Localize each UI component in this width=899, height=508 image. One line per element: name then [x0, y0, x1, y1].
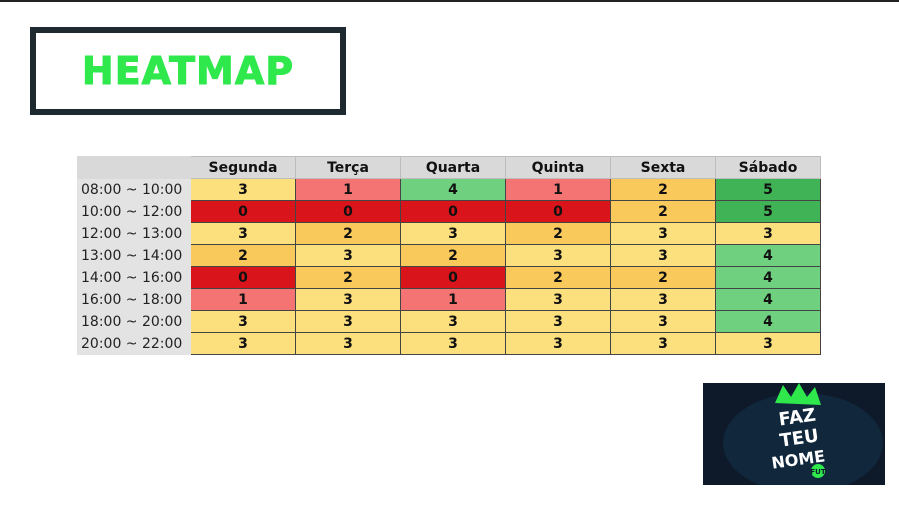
top-divider: [0, 0, 899, 2]
heatmap-cell: 1: [295, 178, 401, 201]
heatmap-cell: 3: [400, 222, 506, 245]
heatmap-cell: 3: [505, 332, 611, 355]
time-slot-label: 18:00 ~ 20:00: [77, 310, 191, 333]
time-slot-label: 16:00 ~ 18:00: [77, 288, 191, 311]
logo-badge: [811, 464, 825, 478]
column-header: Sexta: [610, 156, 716, 179]
heatmap-cell: 3: [190, 178, 296, 201]
logo-graphic: FAZ TEU NOME FUT: [703, 383, 885, 485]
heatmap-row: 08:00 ~ 10:00 3 1 4 1 2 5: [77, 178, 821, 201]
heatmap-cell: 4: [400, 178, 506, 201]
heatmap-cell: 4: [715, 266, 821, 289]
heatmap-cell: 3: [295, 332, 401, 355]
heatmap-cell: 2: [295, 222, 401, 245]
heatmap-cell: 1: [505, 178, 611, 201]
heatmap-cell: 3: [295, 288, 401, 311]
heatmap-cell: 0: [400, 266, 506, 289]
heatmap-cell: 3: [295, 310, 401, 333]
heatmap-cell: 3: [715, 222, 821, 245]
heatmap: Segunda Terça Quarta Quinta Sexta Sábado…: [77, 156, 821, 355]
heatmap-cell: 0: [400, 200, 506, 223]
heatmap-cell: 5: [715, 200, 821, 223]
heatmap-cell: 0: [505, 200, 611, 223]
heatmap-cell: 1: [400, 288, 506, 311]
time-slot-label: 20:00 ~ 22:00: [77, 332, 191, 355]
heatmap-cell: 2: [295, 266, 401, 289]
logo-word: FAZ: [777, 405, 817, 431]
heatmap-cell: 3: [610, 288, 716, 311]
column-header: Quinta: [505, 156, 611, 179]
heatmap-cell: 1: [190, 288, 296, 311]
heatmap-row: 10:00 ~ 12:00 0 0 0 0 2 5: [77, 200, 821, 223]
heatmap-cell: 2: [610, 178, 716, 201]
heatmap-cell: 3: [610, 244, 716, 267]
heatmap-table: Segunda Terça Quarta Quinta Sexta Sábado…: [77, 156, 821, 355]
heatmap-cell: 3: [610, 222, 716, 245]
heatmap-cell: 0: [190, 266, 296, 289]
heatmap-cell: 3: [190, 332, 296, 355]
heatmap-corner: [77, 156, 191, 179]
time-slot-label: 08:00 ~ 10:00: [77, 178, 191, 201]
heatmap-cell: 2: [610, 200, 716, 223]
heatmap-cell: 3: [400, 310, 506, 333]
heatmap-cell: 3: [505, 288, 611, 311]
heatmap-cell: 0: [190, 200, 296, 223]
heatmap-cell: 2: [505, 222, 611, 245]
heatmap-cell: 3: [610, 332, 716, 355]
heatmap-body: 08:00 ~ 10:00 3 1 4 1 2 5 10:00 ~ 12:00 0 0 0 0 2 5 12…: [77, 178, 821, 355]
time-slot-label: 14:00 ~ 16:00: [77, 266, 191, 289]
heatmap-cell: 3: [295, 244, 401, 267]
heatmap-cell: 4: [715, 310, 821, 333]
heatmap-cell: 2: [400, 244, 506, 267]
heatmap-cell: 4: [715, 244, 821, 267]
heatmap-cell: 3: [610, 310, 716, 333]
column-header: Quarta: [400, 156, 506, 179]
faz-teu-nome-logo: FAZ TEU NOME FUT: [703, 383, 885, 485]
logo-badge-text: FUT: [810, 468, 825, 476]
column-header: Terça: [295, 156, 401, 179]
heatmap-cell: 3: [190, 222, 296, 245]
time-slot-label: 13:00 ~ 14:00: [77, 244, 191, 267]
heatmap-row: 12:00 ~ 13:00 3 2 3 2 3 3: [77, 222, 821, 245]
heatmap-cell: 2: [610, 266, 716, 289]
heatmap-cell: 3: [505, 244, 611, 267]
heatmap-cell: 3: [400, 332, 506, 355]
heatmap-cell: 2: [190, 244, 296, 267]
title-box: HEATMAP: [30, 27, 346, 115]
time-slot-label: 12:00 ~ 13:00: [77, 222, 191, 245]
heatmap-cell: 4: [715, 288, 821, 311]
heatmap-row: 18:00 ~ 20:00 3 3 3 3 3 4: [77, 310, 821, 333]
heatmap-row: 20:00 ~ 22:00 3 3 3 3 3 3: [77, 332, 821, 355]
heatmap-row: 13:00 ~ 14:00 2 3 2 3 3 4: [77, 244, 821, 267]
heatmap-cell: 5: [715, 178, 821, 201]
heatmap-cell: 3: [190, 310, 296, 333]
heatmap-row: 16:00 ~ 18:00 1 3 1 3 3 4: [77, 288, 821, 311]
heatmap-cell: 3: [505, 310, 611, 333]
heatmap-row: 14:00 ~ 16:00 0 2 0 2 2 4: [77, 266, 821, 289]
heatmap-cell: 3: [715, 332, 821, 355]
time-slot-label: 10:00 ~ 12:00: [77, 200, 191, 223]
heatmap-header-row: Segunda Terça Quarta Quinta Sexta Sábado: [77, 156, 821, 179]
crown-icon: [775, 383, 821, 405]
column-header: Segunda: [190, 156, 296, 179]
column-header: Sábado: [715, 156, 821, 179]
page-title: HEATMAP: [81, 49, 295, 94]
heatmap-cell: 2: [505, 266, 611, 289]
heatmap-cell: 0: [295, 200, 401, 223]
